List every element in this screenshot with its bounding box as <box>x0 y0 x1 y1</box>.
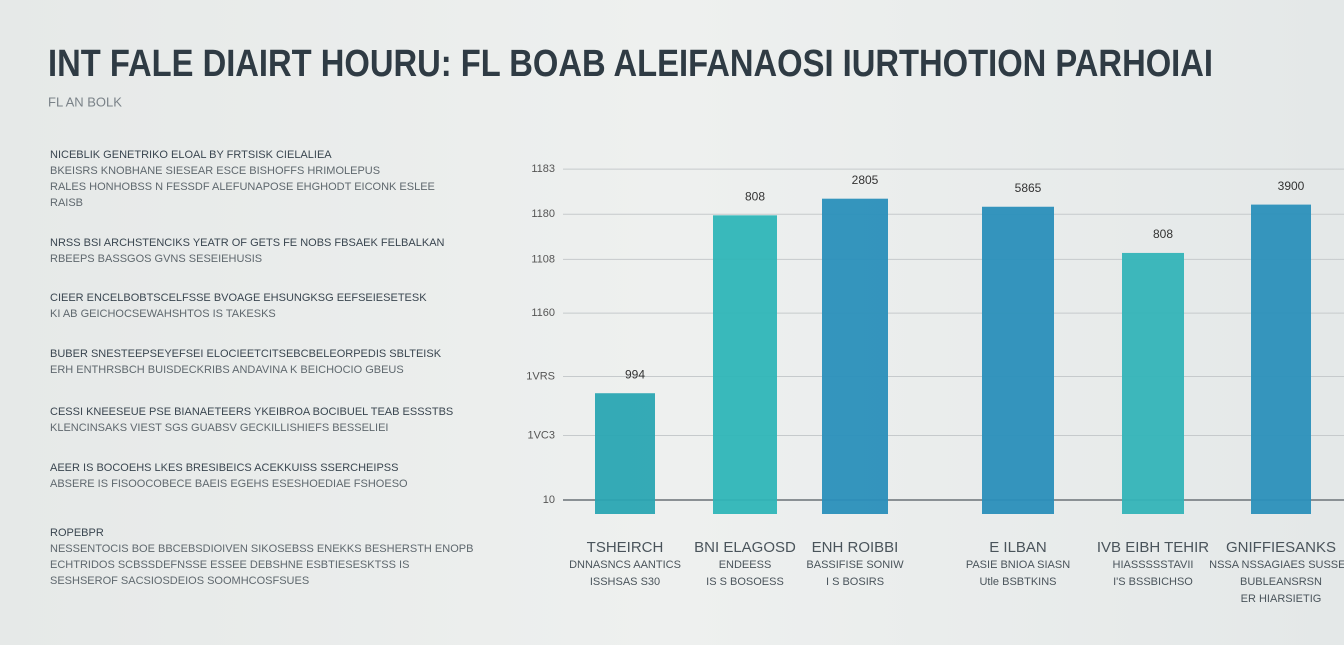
bar-label: 994 <box>625 367 645 381</box>
body-text: NICEBLIK GENETRIKO ELOAL BY FRTSISK CIEL… <box>50 149 332 161</box>
body-text: SESHSEROF SACSIOSDEIOS SOOMHCOSFSUES <box>50 575 309 587</box>
x-tick-label: PASIE BNIOA SIASN <box>966 559 1070 571</box>
x-tick-label: BNI ELAGOSD <box>694 539 796 556</box>
x-tick-label: TSHEIRCH <box>587 539 664 556</box>
body-text: NRSS BSI ARCHSTENCIKS YEATR OF GETS FE N… <box>50 237 445 249</box>
body-text: RAISB <box>50 197 83 209</box>
body-text: RALES HONHOBSS N FESSDF ALEFUNAPOSE EHGH… <box>50 181 435 193</box>
x-tick-label: GNIFFIESANKS <box>1226 539 1336 556</box>
bar-label: 3900 <box>1278 179 1305 193</box>
bar-label: 2805 <box>852 173 879 187</box>
body-text: CESSI KNEESEUE PSE BIANAETEERS YKEIBROA … <box>50 406 453 418</box>
body-text: BKEISRS KNOBHANE SIESEAR ESCE BISHOFFS H… <box>50 165 380 177</box>
bar <box>1122 252 1184 514</box>
subtitle: FL AN BOLK <box>48 94 122 109</box>
y-tick-label: 1180 <box>531 208 555 220</box>
x-tick-label: BUBLEANSRSN <box>1240 576 1322 588</box>
body-text: NESSENTOCIS BOE BBCEBSDIOIVEN SIKOSEBSS … <box>50 543 473 555</box>
y-tick-label: 1VC3 <box>527 429 555 441</box>
x-tick-label: Utle BSBTKINS <box>979 576 1056 588</box>
body-text: BUBER SNESTEEPSEYEFSEI ELOCIEETCITSEBCBE… <box>50 348 442 360</box>
x-tick-label: IS S BOSOESS <box>706 576 784 588</box>
x-tick-label: NSSA NSSAGIAES SUSSES <box>1209 559 1344 571</box>
x-tick-label: I S BOSIRS <box>826 576 884 588</box>
body-text: ABSERE IS FISOOCOBECE BAEIS EGEHS ESESHO… <box>50 478 408 490</box>
x-tick-label: E ILBAN <box>989 539 1047 556</box>
bar-label: 5865 <box>1015 181 1042 195</box>
y-tick-label: 1VRS <box>526 370 555 382</box>
bar <box>1251 204 1311 514</box>
body-text: KI AB GEICHOCSEWAHSHTOS IS TAKESKS <box>50 308 276 320</box>
body-text: AEER IS BOCOEHS LKES BRESIBEICS ACEKKUIS… <box>50 462 398 474</box>
x-tick-label: ER HIARSIETIG <box>1241 593 1322 605</box>
y-tick-label: 1183 <box>531 163 555 175</box>
x-tick-label: BASSIFISE SONIW <box>806 559 904 571</box>
x-tick-label: IVB EIBH TEHIR <box>1097 539 1209 556</box>
body-text: KLENCINSAKS VIEST SGS GUABSV GECKILLISHI… <box>50 422 388 434</box>
bar-label: 808 <box>1153 227 1173 241</box>
x-tick-label: ENH ROIBBI <box>812 539 899 556</box>
body-text: RBEEPS BASSGOS GVNS SESEIEHUSIS <box>50 253 262 265</box>
bar <box>822 198 888 514</box>
body-text: CIEER ENCELBOBTSCELFSSE BVOAGE EHSUNGKSG… <box>50 292 427 304</box>
bar <box>982 206 1054 514</box>
title: INT FALE DIAIRT HOURU: FL BOAB ALEIFANAO… <box>48 43 1213 85</box>
bar-label: 808 <box>745 190 765 204</box>
bar <box>595 393 655 514</box>
body-text: ECHTRIDOS SCBSSDEFNSSE ESSEE DEBSHNE ESB… <box>50 559 409 571</box>
body-text: ROPEBPR <box>50 527 104 539</box>
x-tick-label: HIASSSSSTAVII <box>1113 559 1194 571</box>
body-text: ERH ENTHRSBCH BUISDECKRIBS ANDAVINA K BE… <box>50 364 404 376</box>
x-tick-label: ENDEESS <box>719 559 772 571</box>
x-tick-label: I'S BSSBICHSO <box>1113 576 1193 588</box>
bar <box>713 215 777 514</box>
y-tick-label: 1160 <box>531 307 555 319</box>
x-tick-label: DNNASNCS AANTICS <box>569 559 681 571</box>
y-tick-label: 10 <box>543 494 555 506</box>
y-tick-label: 1108 <box>531 253 555 265</box>
x-tick-label: ISSHSAS S30 <box>590 576 660 588</box>
